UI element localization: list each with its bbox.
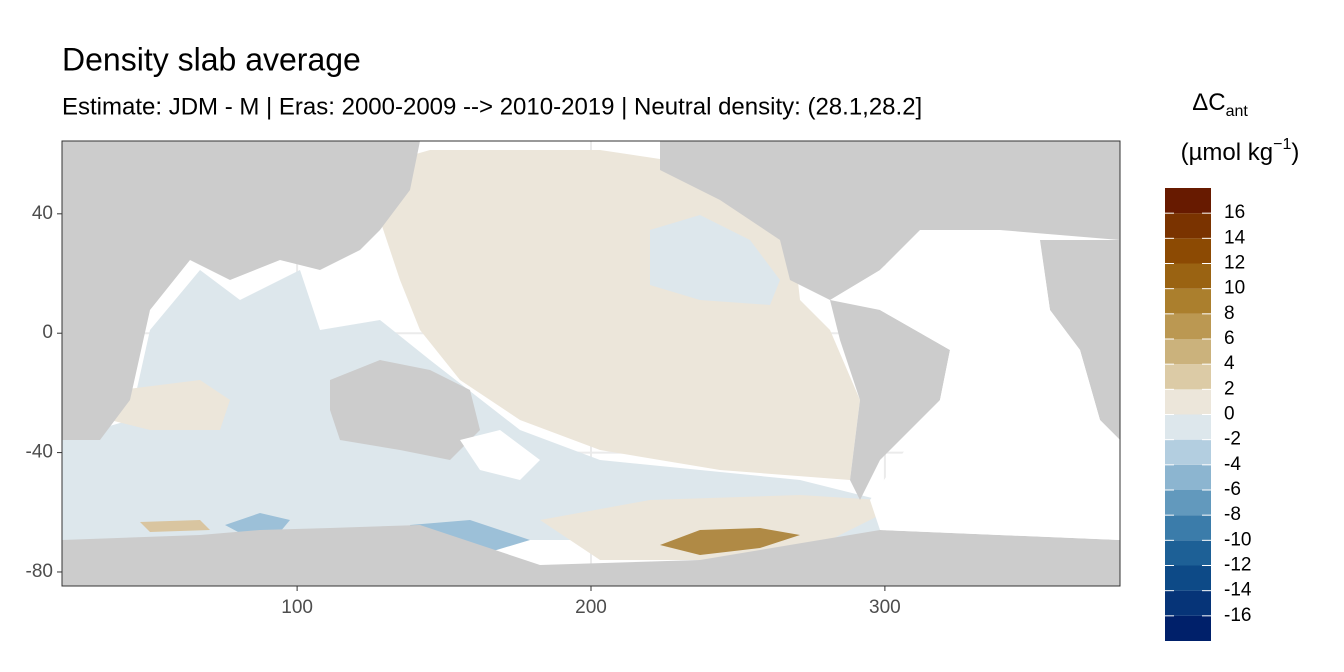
legend-swatch bbox=[1165, 590, 1211, 616]
legend-swatch bbox=[1165, 615, 1211, 641]
legend-label: -2 bbox=[1224, 429, 1241, 450]
legend-label: -10 bbox=[1224, 529, 1251, 550]
ocean-field bbox=[540, 495, 880, 560]
legend-unit: (µmol kg−1) bbox=[1181, 136, 1300, 166]
x-tick-label: 200 bbox=[575, 597, 607, 618]
legend-label: 4 bbox=[1224, 353, 1235, 374]
ocean-field bbox=[225, 513, 290, 533]
legend-swatch bbox=[1165, 339, 1211, 365]
legend-label: -4 bbox=[1224, 454, 1241, 475]
legend-swatch bbox=[1165, 238, 1211, 264]
legend-label: 8 bbox=[1224, 303, 1235, 324]
y-tick-label: -40 bbox=[26, 442, 53, 463]
legend-title-symbol: ΔC bbox=[1192, 89, 1225, 116]
legend-swatch bbox=[1165, 188, 1211, 214]
chart-subtitle: Estimate: JDM - M | Eras: 2000-2009 --> … bbox=[62, 93, 922, 120]
legend-label: 10 bbox=[1224, 278, 1245, 299]
legend-label: 2 bbox=[1224, 378, 1235, 399]
axes: 100 200 300 -80 -40 0 40 bbox=[26, 203, 901, 618]
legend-label: -16 bbox=[1224, 605, 1251, 626]
legend-unit-close: ) bbox=[1291, 139, 1299, 166]
y-tick-label: 40 bbox=[32, 203, 53, 224]
legend-swatch bbox=[1165, 414, 1211, 440]
legend: -16 -14 -12 -10 -8 -6 -4 -2 0 2 4 6 8 10 12 14 16 bbox=[1165, 188, 1252, 641]
legend-label: 6 bbox=[1224, 328, 1235, 349]
y-tick-label: 0 bbox=[42, 322, 53, 343]
legend-swatch bbox=[1165, 364, 1211, 390]
land bbox=[330, 360, 480, 460]
ocean-field bbox=[650, 215, 780, 305]
legend-title: ΔCant bbox=[1192, 89, 1248, 120]
chart-title: Density slab average bbox=[62, 41, 361, 77]
land bbox=[1040, 240, 1120, 440]
ocean-field bbox=[140, 520, 210, 532]
legend-unit-sup: −1 bbox=[1273, 136, 1291, 153]
legend-swatch bbox=[1165, 515, 1211, 541]
legend-swatch bbox=[1165, 313, 1211, 339]
no-data bbox=[870, 232, 1120, 540]
land bbox=[830, 300, 950, 500]
legend-swatch bbox=[1165, 565, 1211, 591]
x-tick-label: 300 bbox=[869, 597, 901, 618]
land bbox=[660, 141, 1120, 300]
map bbox=[62, 141, 1120, 586]
legend-label: -8 bbox=[1224, 504, 1241, 525]
legend-swatch bbox=[1165, 288, 1211, 314]
x-tick-label: 100 bbox=[281, 597, 313, 618]
legend-swatch bbox=[1165, 213, 1211, 239]
ocean-field bbox=[660, 528, 800, 555]
legend-swatch bbox=[1165, 439, 1211, 465]
y-tick-label: -80 bbox=[26, 561, 53, 582]
land bbox=[62, 525, 1120, 586]
legend-unit-text: (µmol kg bbox=[1181, 139, 1274, 166]
legend-label: -6 bbox=[1224, 479, 1241, 500]
legend-label: 16 bbox=[1224, 202, 1245, 223]
legend-swatch bbox=[1165, 263, 1211, 289]
legend-label: -14 bbox=[1224, 580, 1252, 601]
no-data bbox=[460, 430, 540, 480]
legend-label: 12 bbox=[1224, 253, 1245, 274]
legend-swatch bbox=[1165, 540, 1211, 566]
legend-label: 14 bbox=[1224, 227, 1246, 248]
ocean-field bbox=[110, 380, 230, 430]
legend-label: -12 bbox=[1224, 555, 1251, 576]
legend-swatch bbox=[1165, 490, 1211, 516]
legend-label: 0 bbox=[1224, 404, 1235, 425]
legend-swatch bbox=[1165, 389, 1211, 415]
legend-swatch bbox=[1165, 464, 1211, 490]
land bbox=[62, 141, 420, 440]
legend-title-sub: ant bbox=[1226, 103, 1249, 120]
